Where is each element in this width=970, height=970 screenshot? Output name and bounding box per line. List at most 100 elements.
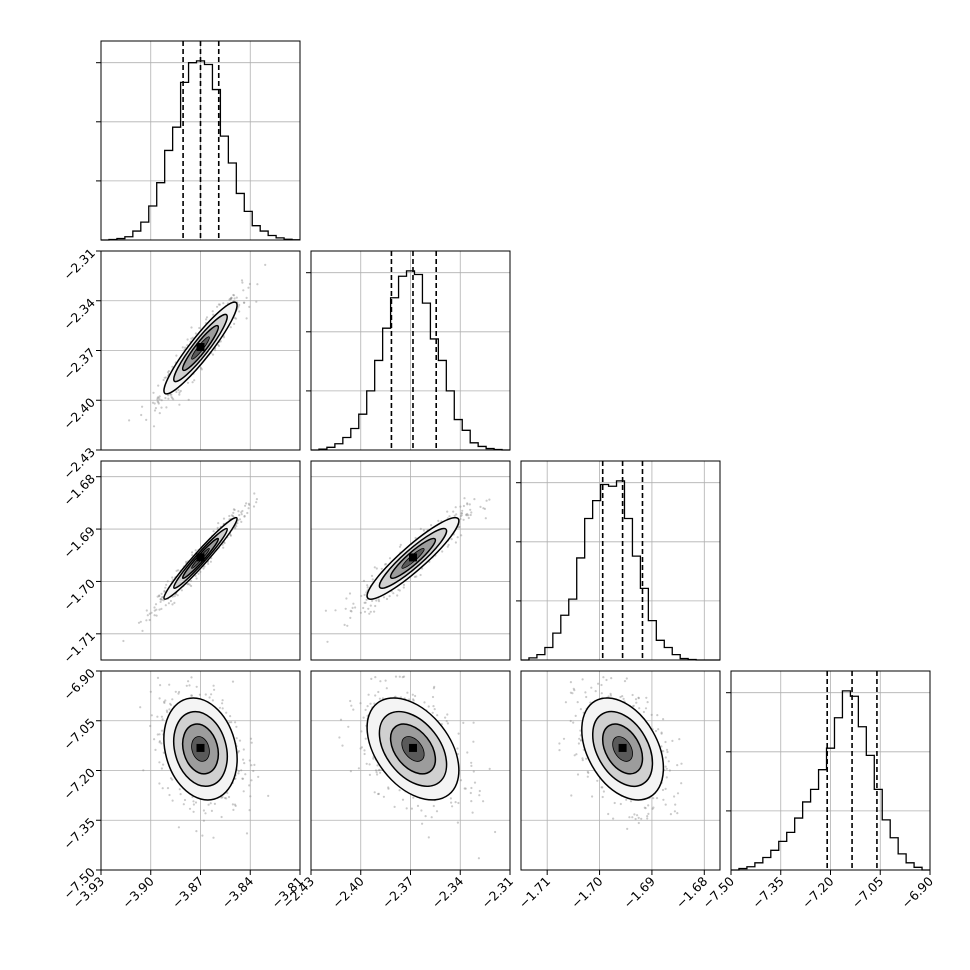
sample-point	[204, 693, 207, 696]
sample-point	[228, 514, 231, 518]
x-tick-label: −6.90	[898, 873, 936, 911]
sample-point	[467, 514, 470, 517]
sample-point	[459, 505, 462, 508]
sample-point	[160, 767, 163, 770]
sample-point	[371, 578, 374, 581]
sample-point	[237, 750, 241, 753]
sample-point	[235, 725, 238, 728]
panel-2-2	[516, 460, 721, 661]
sample-point	[483, 507, 486, 510]
sample-point	[154, 748, 157, 752]
sample-point	[402, 583, 406, 587]
sample-point	[420, 809, 423, 812]
sample-point	[202, 819, 205, 822]
sample-point	[579, 729, 582, 732]
sample-point	[626, 827, 629, 831]
sample-point	[252, 505, 256, 508]
sample-point	[178, 690, 181, 694]
sample-point	[651, 807, 654, 811]
sample-point	[334, 609, 337, 612]
sample-point	[484, 517, 487, 520]
sample-point	[164, 586, 167, 589]
sample-point	[384, 679, 387, 682]
sample-point	[169, 777, 173, 780]
sample-point	[247, 507, 250, 510]
sample-point	[160, 406, 163, 409]
sample-point	[217, 522, 220, 525]
sample-point	[586, 770, 589, 774]
sample-point	[173, 595, 176, 598]
sample-point	[676, 792, 680, 795]
sample-point	[377, 792, 380, 796]
sample-point	[185, 684, 188, 687]
sample-point	[221, 702, 224, 705]
sample-point	[231, 680, 235, 683]
sample-point	[164, 376, 167, 379]
sample-point	[374, 694, 377, 697]
sample-point	[454, 801, 457, 804]
sample-point	[464, 787, 467, 790]
sample-point	[479, 505, 482, 508]
sample-point	[459, 515, 462, 518]
sample-point	[396, 594, 399, 597]
sample-point	[573, 689, 576, 692]
sample-point	[153, 609, 156, 612]
sample-point	[168, 708, 171, 711]
sample-point	[662, 750, 665, 753]
sample-point	[364, 737, 367, 740]
y-tick-label: −7.35	[60, 815, 98, 853]
sample-point	[339, 718, 343, 721]
sample-point	[242, 289, 245, 292]
sample-point	[190, 579, 193, 583]
sample-point	[175, 354, 178, 357]
sample-point	[665, 767, 668, 770]
sample-point	[633, 813, 636, 816]
sample-point	[171, 365, 174, 368]
sample-point	[217, 303, 220, 306]
sample-point	[359, 611, 362, 614]
sample-point	[462, 518, 465, 521]
panel-2-1	[310, 460, 511, 661]
sample-point	[230, 514, 233, 517]
sample-point	[401, 676, 404, 679]
sample-point	[243, 514, 246, 518]
sample-point	[178, 403, 181, 406]
sample-point	[359, 702, 362, 705]
sample-point	[377, 792, 380, 796]
sample-point	[457, 801, 460, 805]
sample-point	[236, 522, 239, 525]
density-peak	[196, 553, 205, 562]
sample-point	[671, 739, 674, 743]
sample-point	[412, 796, 415, 799]
sample-point	[469, 508, 472, 511]
sample-point	[460, 514, 463, 517]
sample-point	[635, 701, 638, 704]
sample-point	[166, 711, 169, 714]
sample-point	[360, 746, 363, 749]
sample-point	[158, 595, 161, 598]
sample-point	[233, 322, 236, 325]
sample-point	[379, 680, 382, 683]
histogram-1	[311, 270, 510, 451]
sample-point	[468, 503, 471, 506]
sample-point	[591, 795, 594, 798]
sample-point	[363, 593, 366, 597]
sample-point	[636, 814, 639, 817]
sample-point	[156, 733, 159, 736]
sample-point	[613, 801, 616, 805]
sample-point	[676, 764, 679, 767]
sample-point	[456, 536, 459, 539]
sample-point	[449, 797, 452, 800]
sample-point	[402, 675, 406, 678]
sample-point	[652, 797, 655, 800]
sample-point	[406, 691, 409, 694]
sample-point	[458, 525, 461, 528]
sample-point	[469, 791, 472, 795]
sample-point	[602, 790, 606, 793]
sample-point	[666, 750, 669, 754]
sample-point	[623, 680, 627, 683]
sample-point	[478, 794, 481, 797]
sample-point	[450, 801, 453, 804]
sample-point	[637, 816, 640, 820]
